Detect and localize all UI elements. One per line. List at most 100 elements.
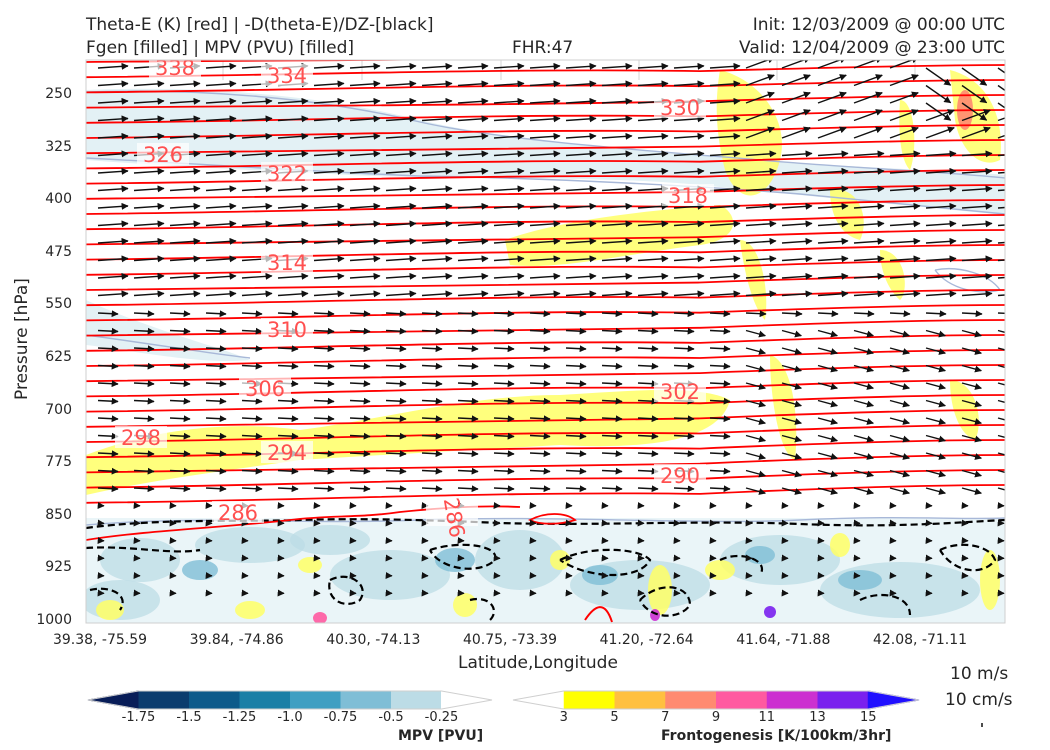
wind-vector <box>349 115 381 123</box>
wind-vector <box>565 115 597 123</box>
wind-vector <box>529 467 551 475</box>
wind-vector <box>529 62 561 70</box>
wind-vector <box>817 290 849 298</box>
wind-vector <box>853 220 885 228</box>
wind-vector <box>709 272 741 280</box>
wind-vector <box>961 310 983 318</box>
mpv-contour-line <box>934 268 1002 293</box>
wind-vector <box>997 102 1005 109</box>
wind-vector <box>241 397 263 405</box>
wind-vector <box>817 452 838 460</box>
plot-frame <box>85 59 1006 624</box>
wind-vector <box>781 329 802 338</box>
wind-vector <box>709 415 731 423</box>
wind-vector <box>781 126 811 139</box>
wind-vector <box>457 380 479 388</box>
wind-vector <box>817 364 838 373</box>
wind-vector <box>817 417 838 425</box>
wind-vector <box>889 220 921 228</box>
wind-vector <box>349 185 381 193</box>
wind-vector <box>133 467 155 475</box>
wind-vector <box>205 485 227 493</box>
wind-vector <box>673 202 705 210</box>
valid-time: Valid: 12/04/2009 @ 23:00 UTC <box>739 38 1005 58</box>
colorbar-segment <box>563 691 615 709</box>
wind-vector <box>277 220 309 228</box>
wind-vector <box>673 310 695 318</box>
wind-vector <box>853 185 885 193</box>
wind-vector <box>529 115 561 123</box>
wind-vector <box>421 62 453 70</box>
x-axis-title: Latitude,Longitude <box>458 653 618 673</box>
colorbar-segment <box>391 691 442 709</box>
wind-vector <box>997 364 1005 369</box>
wind-vector <box>205 237 237 245</box>
wind-vector <box>997 469 1005 474</box>
wind-vector <box>97 345 119 353</box>
stability-contour <box>86 518 1005 530</box>
wind-vector <box>97 202 129 210</box>
wind-vector <box>925 220 957 228</box>
wind-vector <box>709 115 741 123</box>
theta-e-label-bg <box>115 426 167 448</box>
wind-vector <box>97 272 129 280</box>
wind-vector <box>385 380 407 388</box>
wind-vector <box>97 115 129 123</box>
wind-vector <box>601 380 623 388</box>
wind-vector <box>97 485 119 493</box>
wind-vector <box>745 185 777 193</box>
wind-vector <box>457 310 479 318</box>
wind-vector <box>853 364 874 373</box>
wind-vector <box>637 362 659 370</box>
wind-vector <box>457 237 489 245</box>
colorbar-segment <box>441 690 493 710</box>
wind-vector <box>997 294 1005 297</box>
wind-vector <box>997 312 1005 315</box>
wind-vector <box>421 485 443 493</box>
wind-vector <box>817 255 849 263</box>
wind-vector <box>673 485 695 493</box>
wind-vector <box>493 80 525 88</box>
wind-vector <box>169 255 201 263</box>
wind-vector <box>925 290 957 298</box>
wind-vector <box>385 167 417 175</box>
wind-vector <box>97 450 119 458</box>
wind-vector <box>97 290 129 298</box>
theta-e-label: 298 <box>121 426 161 450</box>
wind-vector <box>781 74 811 87</box>
wind-vector <box>889 237 921 245</box>
wind-vector <box>781 487 802 495</box>
wind-vector <box>349 62 381 70</box>
wind-vector <box>169 415 191 423</box>
wind-vector <box>709 397 731 405</box>
wind-vector <box>889 469 910 478</box>
wind-vector <box>673 432 695 440</box>
wind-vector <box>961 347 982 355</box>
mpv-fill-midlevel <box>86 300 250 362</box>
theta-e-contour <box>86 64 1005 79</box>
wind-vector <box>421 237 453 245</box>
wind-vector <box>241 450 263 458</box>
wind-vector <box>421 220 453 228</box>
wind-vector <box>781 255 813 263</box>
wind-vector <box>421 150 453 158</box>
wind-vector <box>601 310 623 318</box>
wind-vector <box>133 362 155 370</box>
wind-vector <box>817 202 849 210</box>
wind-vector <box>961 382 982 390</box>
wind-vector <box>241 290 273 298</box>
mpv-fill-blob <box>195 527 305 563</box>
theta-e-contour <box>86 229 1005 246</box>
wind-vector <box>817 185 849 193</box>
mpv-colorbar <box>87 690 493 710</box>
reference-vertical-label: 10 cm/s <box>945 690 1013 710</box>
wind-vector <box>637 432 659 440</box>
fgen-fill <box>298 557 322 573</box>
wind-vector <box>385 290 417 298</box>
wind-vector <box>925 84 952 104</box>
wind-vector <box>133 185 165 193</box>
wind-vector <box>205 380 227 388</box>
colorbar-segment <box>290 691 341 709</box>
wind-vector <box>313 202 345 210</box>
wind-vector <box>853 126 883 139</box>
